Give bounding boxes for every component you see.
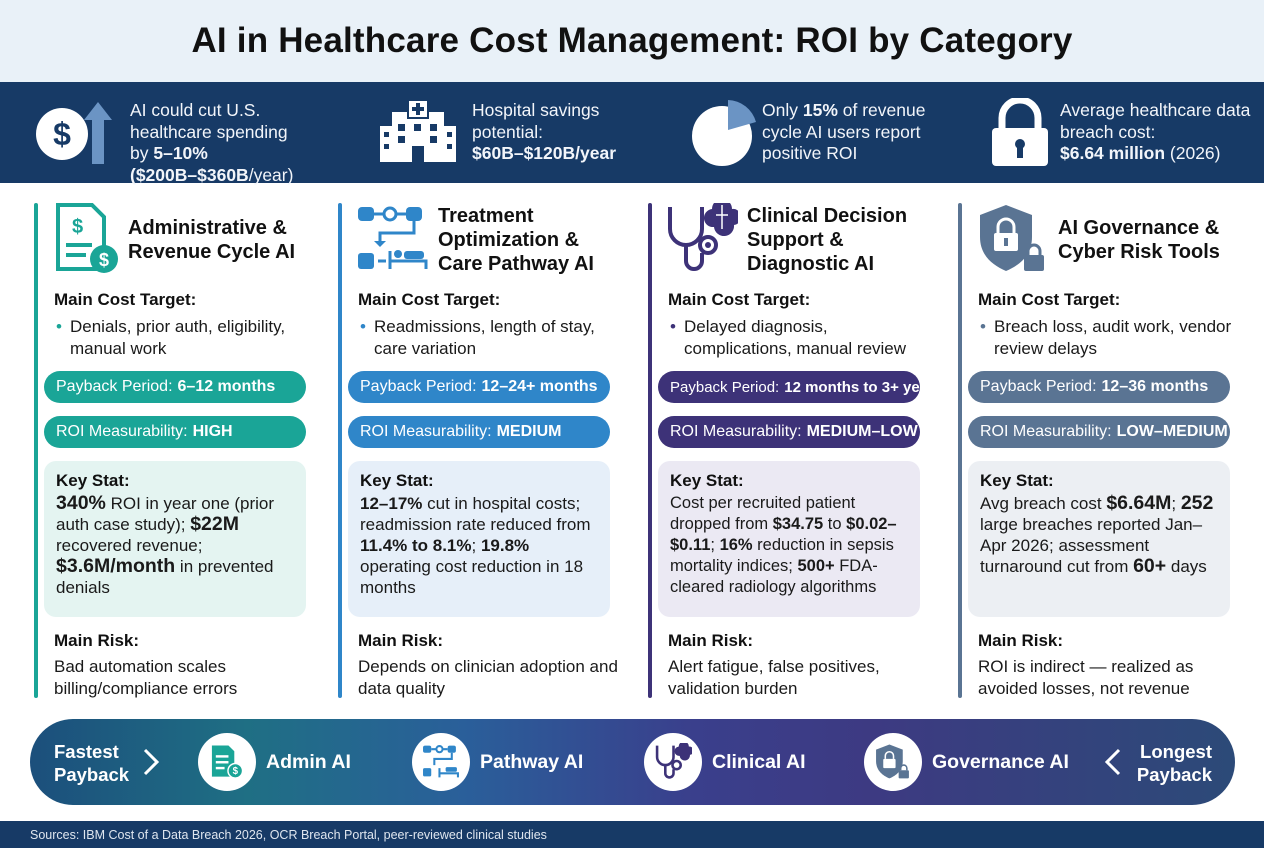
key-stat-text: 12–17% cut in hospital costs; readmissio…	[360, 494, 591, 597]
shield-lock-icon	[864, 733, 922, 791]
banner-item-spending: $ AI could cut U.S. healthcare spending …	[0, 82, 316, 185]
roi-pill: ROI Measurability: MEDIUM–LOW	[658, 416, 920, 448]
banner-text-roi: Only 15% of revenue cycle AI users repor…	[762, 100, 926, 163]
column-governance: AI Governance & Cyber Risk Tools Main Co…	[958, 203, 1254, 698]
roi-pill: ROI Measurability: MEDIUM	[348, 416, 610, 448]
main-risk-label: Main Risk:	[668, 631, 754, 650]
column-clinical: Clinical Decision Support & Diagnostic A…	[648, 203, 942, 698]
main-cost-target-text: • Breach loss, audit work, vendor review …	[980, 317, 1232, 358]
bottom-item-governance: Governance AI	[864, 727, 1069, 797]
pie-chart-icon	[692, 100, 756, 166]
main-risk-label: Main Risk:	[978, 631, 1064, 650]
main-risk-label: Main Risk:	[54, 631, 140, 650]
shield-lock-icon	[980, 205, 1044, 271]
banner-text-breach: Average healthcare data breach cost: $6.6…	[1060, 100, 1251, 163]
roi-pill: ROI Measurability: HIGH	[44, 416, 306, 448]
stats-banner: $ AI could cut U.S. healthcare spending …	[0, 82, 1264, 185]
svg-text:$: $	[72, 216, 83, 238]
main-cost-target-label: Main Cost Target:	[54, 290, 197, 309]
page-title: AI in Healthcare Cost Management: ROI by…	[191, 21, 1073, 60]
main-risk-text: Depends on clinician adoption and data q…	[358, 657, 618, 698]
banner-text-hospital: Hospital savings potential: $60B–$120B/ye…	[472, 100, 617, 163]
key-stat-text: Cost per recruited patient dropped from …	[670, 494, 897, 596]
stethoscope-brain-icon	[644, 733, 702, 791]
fastest-payback-label: Fastest Payback	[54, 741, 130, 785]
main-cost-target-text: • Delayed diagnosis, complications, manua…	[670, 317, 907, 358]
main-risk-text: ROI is indirect — realized as avoided lo…	[978, 657, 1194, 698]
payback-pill: Payback Period: 12 months to 3+ years	[658, 371, 942, 403]
key-stat-box: Key Stat: Avg breach cost $6.64M; 252 la…	[968, 461, 1230, 617]
main-risk-text: Bad automation scales billing/compliance…	[54, 657, 238, 698]
banner-item-breach: Average healthcare data breach cost: $6.6…	[948, 82, 1264, 183]
banner-text-spending: AI could cut U.S. healthcare spending by…	[130, 100, 294, 185]
hospital-icon	[380, 99, 456, 162]
column-divider	[648, 203, 652, 698]
main-cost-target-label: Main Cost Target:	[978, 290, 1121, 309]
svg-text:$: $	[233, 766, 239, 777]
main-cost-target-label: Main Cost Target:	[358, 290, 501, 309]
bottom-item-pathway: Pathway AI	[412, 727, 583, 797]
title-bar: AI in Healthcare Cost Management: ROI by…	[0, 0, 1264, 82]
key-stat-text: Avg breach cost $6.64M; 252 large breach…	[980, 492, 1214, 577]
column-divider	[958, 203, 962, 698]
main-cost-target-label: Main Cost Target:	[668, 290, 811, 309]
footer-sources: Sources: IBM Cost of a Data Breach 2026,…	[0, 821, 1264, 848]
care-pathway-icon	[412, 733, 470, 791]
payback-pill: Payback Period: 6–12 months	[44, 371, 306, 403]
chevron-left-icon	[1104, 748, 1121, 776]
key-stat-box: Key Stat: 12–17% cut in hospital costs; …	[348, 461, 610, 617]
column-title: AI Governance & Cyber Risk Tools	[1058, 217, 1220, 263]
payback-pill: Payback Period: 12–24+ months	[348, 371, 610, 403]
payback-pill: Payback Period: 12–36 months	[968, 371, 1230, 403]
key-stat-box: Key Stat: 340% ROI in year one (prior au…	[44, 461, 306, 617]
main-risk-label: Main Risk:	[358, 631, 444, 650]
banner-item-hospital: Hospital savings potential: $60B–$120B/ye…	[316, 82, 632, 183]
column-admin: $ $ Administrative & Revenue Cycle AI Ma…	[34, 203, 324, 698]
roi-pill: ROI Measurability: LOW–MEDIUM	[968, 416, 1230, 448]
column-title: Treatment Optimization & Care Pathway AI	[438, 205, 594, 275]
column-pathway: Treatment Optimization & Care Pathway AI…	[338, 203, 628, 698]
key-stat-box: Key Stat: Cost per recruited patient dro…	[658, 461, 920, 617]
care-pathway-icon	[358, 206, 428, 269]
bottom-item-label: Governance AI	[932, 750, 1069, 773]
svg-text:$: $	[53, 116, 71, 152]
billing-document-icon: $	[198, 733, 256, 791]
column-title: Clinical Decision Support & Diagnostic A…	[747, 205, 908, 275]
main-cost-target-text: • Readmissions, length of stay, care vari…	[360, 317, 595, 358]
main-cost-target-text: • Denials, prior auth, eligibility, manua…	[56, 317, 286, 358]
lock-icon	[992, 98, 1048, 166]
banner-item-roi: Only 15% of revenue cycle AI users repor…	[632, 82, 948, 183]
billing-document-icon: $ $	[56, 203, 118, 273]
longest-payback-label: Longest Payback	[1136, 741, 1212, 785]
column-title: Administrative & Revenue Cycle AI	[128, 217, 296, 263]
bottom-item-label: Clinical AI	[712, 750, 806, 773]
svg-text:$: $	[99, 250, 109, 270]
chevron-right-icon	[143, 748, 160, 776]
key-stat-text: 340% ROI in year one (prior auth case st…	[56, 492, 275, 598]
bottom-item-label: Pathway AI	[480, 750, 584, 773]
bottom-item-label: Admin AI	[266, 750, 351, 773]
payback-spectrum-bar: Fastest Payback $ Admin AI	[30, 719, 1235, 805]
stethoscope-brain-icon	[668, 203, 738, 271]
bottom-item-clinical: Clinical AI	[644, 727, 806, 797]
column-divider	[34, 203, 38, 698]
dollar-up-arrow-icon: $	[36, 102, 112, 164]
bottom-item-admin: $ Admin AI	[198, 727, 351, 797]
main-risk-text: Alert fatigue, false positives, validati…	[668, 657, 880, 698]
column-divider	[338, 203, 342, 698]
